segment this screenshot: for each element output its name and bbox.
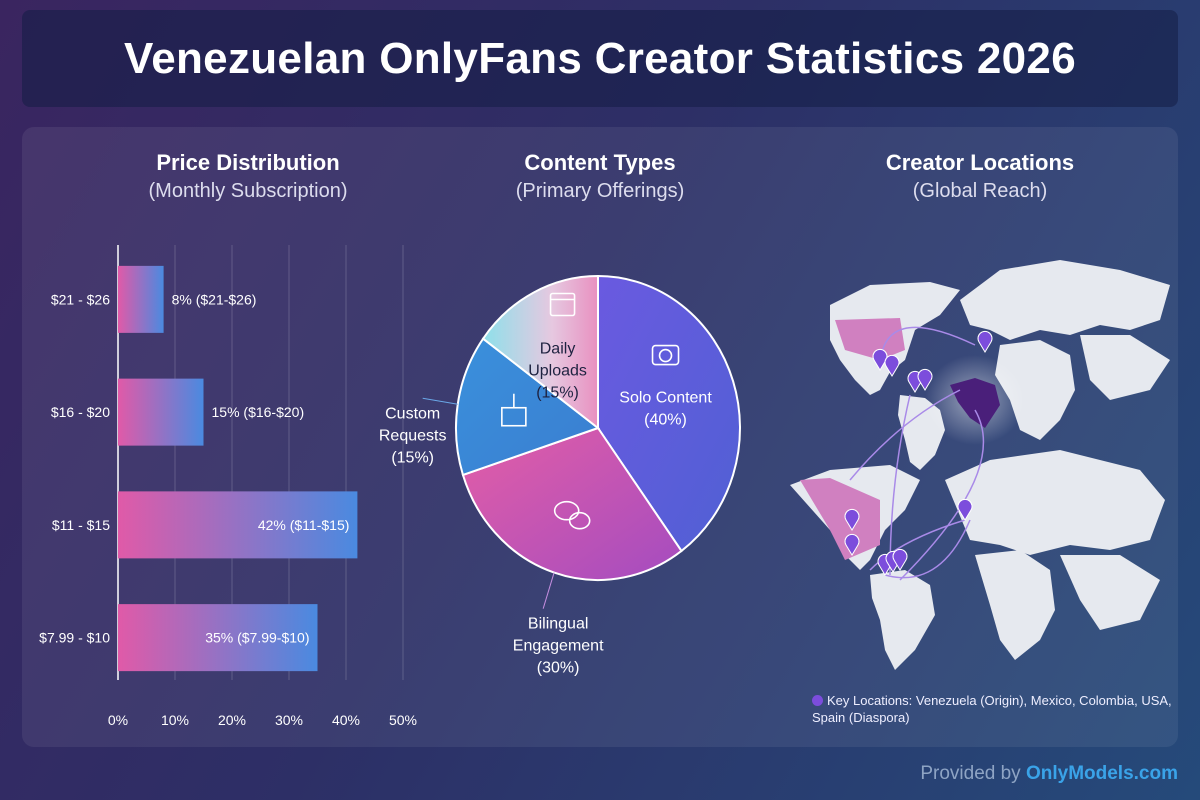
continent-asia-2	[1060, 555, 1160, 630]
slice-label: Daily	[540, 341, 576, 358]
slice-label: Solo Content	[619, 390, 712, 407]
map-pin-icon	[884, 354, 900, 377]
continent-south-america-2	[870, 570, 935, 670]
pie-chart-subtitle: (Primary Offerings)	[515, 180, 685, 202]
slice-label: (15%)	[536, 385, 579, 402]
bar-chart-title: Price Distribution	[156, 150, 340, 175]
bar	[118, 604, 318, 672]
map-subtitle: (Global Reach)	[912, 180, 1048, 202]
map-pin-icon	[844, 533, 860, 556]
slice-label: (30%)	[537, 660, 580, 677]
y-tick-label: $11 - $15	[52, 517, 110, 533]
pie-slice	[597, 274, 741, 553]
map-pin-icon	[957, 498, 973, 521]
calendar-icon	[549, 292, 576, 317]
slice-label: (15%)	[391, 449, 434, 466]
camera-icon	[651, 344, 680, 366]
bar-data-label: 8% ($21-$26)	[172, 291, 257, 307]
pie-chart-title: Content Types	[524, 150, 676, 175]
map-pin-icon	[977, 330, 993, 353]
venezuela-highlight	[950, 378, 1000, 428]
bar	[118, 265, 164, 333]
footer-brand-link[interactable]: OnlyModels.com	[1025, 763, 1178, 784]
map-legend-text: Key Locations: Venezuela (Origin), Mexic…	[812, 693, 1172, 725]
x-tick-label: 20%	[218, 712, 246, 728]
pie-slice	[481, 274, 599, 431]
y-tick-label: $7.99 - $10	[39, 630, 110, 646]
chat-bubbles-icon	[553, 500, 591, 530]
map-title: Creator Locations	[885, 150, 1075, 175]
connection-arcs	[849, 326, 985, 581]
map-pin-icon	[892, 548, 908, 571]
continent-europe	[960, 260, 1170, 340]
slice-label: Bilingual	[528, 616, 588, 633]
y-tick-label: $16 - $20	[51, 404, 110, 420]
legend-dot-icon	[812, 695, 823, 706]
slice-label: Uploads	[528, 363, 587, 380]
y-tick-label: $21 - $26	[51, 291, 110, 307]
map-pin-icon	[917, 368, 933, 391]
x-tick-label: 0%	[108, 712, 128, 728]
title-bar: Venezuelan OnlyFans Creator Statistics 2…	[22, 10, 1178, 107]
x-tick-label: 30%	[275, 712, 303, 728]
page-title: Venezuelan OnlyFans Creator Statistics 2…	[124, 33, 1076, 83]
footer-credit: Provided by OnlyModels.com	[920, 763, 1178, 785]
map-pin-icon	[844, 508, 860, 531]
bar	[118, 378, 204, 446]
bar	[118, 491, 358, 559]
slice-label: Engagement	[513, 638, 604, 655]
usa-highlight-top	[835, 318, 905, 360]
slice-pct: (40%)	[644, 412, 687, 429]
slice-label: Requests	[379, 427, 447, 444]
continent-asia	[1080, 335, 1170, 400]
x-tick-label: 10%	[161, 712, 189, 728]
footer-prefix: Provided by	[920, 763, 1026, 784]
continent-europe-2	[945, 450, 1165, 555]
bar-data-label: 42% ($11-$15)	[258, 517, 350, 533]
x-tick-label: 40%	[332, 712, 360, 728]
world-map	[790, 260, 1170, 670]
map-legend: Key Locations: Venezuela (Origin), Mexic…	[812, 692, 1172, 726]
package-icon	[501, 393, 527, 427]
bar-chart-subtitle: (Monthly Subscription)	[148, 180, 348, 202]
pie-slice	[455, 337, 601, 477]
leader-line	[542, 572, 555, 609]
x-tick-label: 50%	[389, 712, 417, 728]
leader-line	[422, 397, 458, 405]
continent-africa-2	[975, 550, 1055, 660]
slice-label: Custom	[385, 405, 440, 422]
bar-data-label: 35% ($7.99-$10)	[205, 630, 309, 646]
bar-data-label: 15% ($16-$20)	[212, 404, 305, 420]
usa-highlight-bottom	[800, 478, 880, 560]
